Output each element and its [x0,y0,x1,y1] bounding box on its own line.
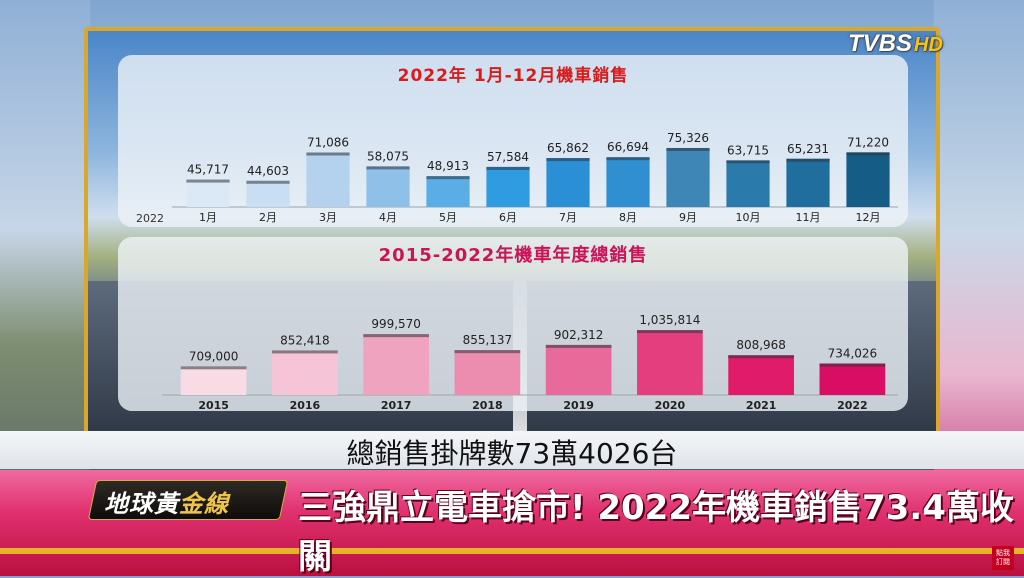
data-label: 734,026 [828,347,878,361]
data-label: 48,913 [427,159,469,173]
data-label: 71,086 [307,136,349,150]
show-name-suffix: 金線 [179,490,229,518]
bar [272,350,338,395]
tick-label: 12月 [856,211,881,224]
tick-label: 11月 [796,211,821,224]
bar [454,350,521,395]
bar-top-edge [306,152,350,156]
bar [366,166,410,207]
show-name-prefix: 地球黃 [104,490,179,518]
monthly-sales-panel: 2022年 1月-12月機車銷售 2022 45,717 1月 44,603 2月 71,… [118,55,908,227]
bar-top-edge [846,152,890,156]
bar-top-edge [363,334,429,338]
data-label: 1,035,814 [639,313,700,327]
annual-sales-panel: 2015-2022年機車年度總銷售 709,000 2015 852,418 2016… [118,237,908,411]
bar [363,334,429,395]
tvbs-logo: TVBS HD [848,30,943,58]
tick-label: 2020 [655,399,686,411]
bar [306,152,350,207]
bar-top-edge [272,350,338,354]
bar-top-edge [726,160,770,164]
bar [666,147,710,207]
caption-band [0,431,1024,469]
bar-top-edge [246,180,290,184]
data-label: 71,220 [847,135,889,149]
annual-chart-title: 2015-2022年機車年度總銷售 [378,245,648,266]
data-label: 808,968 [736,338,786,352]
data-label: 855,137 [463,333,513,347]
bar-top-edge [186,179,230,183]
chart-frame: 2022年 1月-12月機車銷售 2022 45,717 1月 44,603 2月 71,… [84,27,940,439]
headline-text: 三強鼎立電車搶市! 2022年機車銷售73.4萬收關 [298,488,1014,577]
bar-top-edge [454,350,521,354]
tick-label: 3月 [319,211,337,224]
tick-label: 1月 [199,211,217,224]
bar-top-edge [819,363,886,367]
data-label: 709,000 [189,349,239,363]
show-name: 地球黃金線 [104,484,229,519]
tick-label: 2017 [381,399,412,411]
bar-top-edge [545,344,612,348]
bar-top-edge [606,157,650,161]
bar-top-edge [786,158,830,162]
data-label: 44,603 [247,164,289,178]
bar-top-edge [426,176,470,180]
data-label: 75,326 [667,131,709,145]
bar [726,160,770,207]
tick-label: 2021 [746,399,777,411]
tick-label: 2016 [290,399,321,411]
bar [486,166,530,207]
bar [786,158,830,207]
data-label: 902,312 [554,328,604,342]
data-label: 58,075 [367,149,409,163]
data-label: 852,418 [280,333,330,347]
tick-label: 7月 [559,211,577,224]
bar-top-edge [546,158,590,162]
annual-sales-chart: 709,000 2015 852,418 2016 999,570 2017 855,137… [162,313,898,411]
bar [606,157,650,207]
tick-label: 9月 [679,211,697,224]
tick-label: 2015 [198,399,229,411]
bar [180,366,247,395]
data-label: 57,584 [487,150,529,164]
tick-label: 2018 [472,399,503,411]
tick-label: 2月 [259,211,277,224]
monthly-sales-chart: 2022 45,717 1月 44,603 2月 71,086 3月 58,075 4月 48,9… [136,131,898,225]
bar [246,180,290,207]
bar-top-edge [486,166,530,170]
monthly-chart-title: 2022年 1月-12月機車銷售 [397,66,629,86]
bar [546,158,590,207]
hd-badge: HD [914,34,943,56]
data-label: 65,862 [547,141,589,155]
tick-label: 4月 [379,211,397,224]
bar [728,355,794,395]
tick-label: 2022 [837,399,868,411]
data-label: 65,231 [787,142,829,156]
bar [819,363,886,395]
bar-top-edge [728,355,794,359]
bar [426,176,470,207]
bar-top-edge [666,147,710,151]
data-label: 999,570 [371,317,421,331]
tick-label: 6月 [499,211,517,224]
data-label: 45,717 [187,163,229,177]
bar [545,344,612,395]
data-label: 66,694 [607,140,649,154]
brand-text: TVBS [848,30,913,57]
tick-label: 5月 [439,211,457,224]
bar [186,179,230,207]
data-label: 63,715 [727,143,769,157]
bar-top-edge [366,166,410,170]
subscribe-badge[interactable]: 點我 訂閱 [992,546,1014,570]
ticker-stripe [0,548,1024,554]
tick-label: 2019 [563,399,594,411]
bar-top-edge [180,366,247,370]
bar [637,330,703,395]
tick-label: 8月 [619,211,637,224]
bar-top-edge [637,330,703,334]
tick-label: 10月 [736,211,761,224]
axis-year-label: 2022 [136,212,164,225]
bar [846,152,890,207]
caption-text: 總銷售掛牌數73萬4026台 [346,437,678,470]
